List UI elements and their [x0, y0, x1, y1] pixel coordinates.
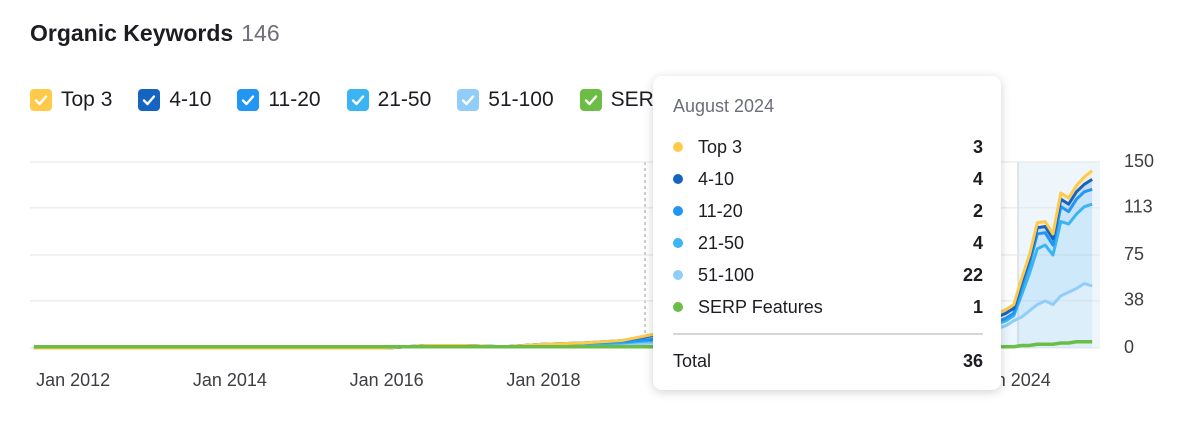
tooltip-row-value: 22	[962, 264, 983, 285]
legend-label: 51-100	[488, 88, 554, 111]
tooltip-dot	[673, 142, 683, 152]
check-mark	[34, 95, 48, 106]
tooltip-dot	[673, 270, 683, 280]
tooltip-total-value: 36	[962, 350, 983, 371]
y-tick-label: 0	[1124, 337, 1134, 357]
tooltip-row: 21-50 4	[673, 227, 983, 259]
legend-label: Top 3	[61, 88, 113, 111]
tooltip-title: August 2024	[673, 96, 775, 116]
legend-checkbox	[457, 89, 480, 111]
tooltip-total: Total 36	[673, 333, 983, 377]
tooltip-row-label: SERP Features	[698, 296, 823, 317]
tooltip-row: Top 3 3	[673, 131, 983, 163]
check-mark	[143, 95, 156, 106]
check-icon	[143, 95, 156, 106]
tooltip: August 2024 Top 3 3 4-10 4 11-20 2 21-50 4 51-10…	[653, 76, 1001, 390]
check-icon	[34, 95, 48, 106]
check-icon	[242, 95, 255, 106]
tooltip-row: 4-10 4	[673, 163, 983, 195]
x-tick-label: Jan 2018	[506, 370, 580, 390]
legend-checkbox	[346, 89, 369, 111]
check-mark	[242, 95, 255, 106]
legend-item: 51-100	[457, 88, 554, 112]
tooltip-row: SERP Features 1	[673, 291, 983, 323]
tooltip-dot	[673, 238, 683, 248]
legend-label: 11-20	[268, 88, 321, 111]
tooltip-dot	[673, 302, 683, 312]
legend-item: 4-10	[138, 88, 211, 112]
check-mark	[462, 95, 475, 106]
check-icon	[462, 95, 475, 106]
tooltip-row-label: 51-100	[698, 264, 755, 285]
legend-label: 21-50	[377, 88, 432, 111]
tooltip-row-value: 1	[972, 296, 983, 317]
check-icon	[584, 95, 597, 106]
tooltip-row-label: Top 3	[698, 136, 743, 157]
tooltip-row-value: 3	[972, 136, 983, 157]
tooltip-row-value: 4	[972, 168, 983, 189]
legend-checkbox	[237, 89, 260, 111]
tooltip-row-value: 2	[972, 200, 983, 221]
check-icon	[351, 95, 364, 106]
tooltip-row-value: 4	[972, 232, 983, 253]
check-mark	[584, 95, 597, 106]
tooltip-dot	[673, 174, 683, 184]
tooltip-total-label: Total	[673, 350, 712, 371]
legend-checkbox	[138, 89, 161, 111]
tooltip-row-label: 4-10	[698, 168, 735, 189]
legend-checkbox	[579, 89, 602, 111]
legend-checkbox	[30, 89, 52, 111]
x-tick-label: Jan 2014	[193, 370, 267, 390]
y-tick-label: 38	[1124, 290, 1144, 310]
x-tick-label: Jan 2016	[350, 370, 424, 390]
tooltip-rows: Top 3 3 4-10 4 11-20 2 21-50 4 51-100 22 SERP Feat…	[673, 131, 983, 323]
legend-item: Top 3	[30, 88, 112, 112]
title: Organic Keywords 146	[30, 20, 280, 47]
x-tick-label: Jan 2012	[36, 370, 110, 390]
tooltip-row: 51-100 22	[673, 259, 983, 291]
tooltip-row-label: 21-50	[698, 232, 745, 253]
legend-item: 21-50	[346, 88, 432, 112]
title-text: Organic Keywords	[30, 20, 234, 46]
y-tick-label: 75	[1124, 244, 1144, 264]
legend-item: 11-20	[237, 88, 321, 112]
legend-label: 4-10	[169, 88, 212, 111]
y-tick-label: 150	[1124, 151, 1154, 171]
check-mark	[351, 95, 364, 106]
tooltip-row-label: 11-20	[698, 200, 743, 221]
y-tick-label: 113	[1124, 197, 1153, 217]
keyword-count: 146	[241, 20, 280, 46]
tooltip-dot	[673, 206, 683, 216]
tooltip-row: 11-20 2	[673, 195, 983, 227]
